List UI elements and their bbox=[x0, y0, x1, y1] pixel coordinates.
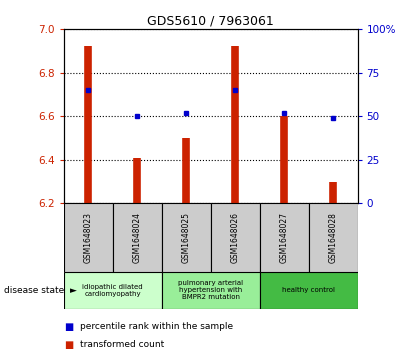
Bar bbox=[211, 203, 260, 272]
Text: GSM1648025: GSM1648025 bbox=[182, 212, 191, 263]
Text: GSM1648028: GSM1648028 bbox=[328, 212, 337, 263]
Bar bbox=[113, 203, 162, 272]
Text: GSM1648023: GSM1648023 bbox=[84, 212, 93, 263]
Bar bbox=[64, 272, 162, 309]
Text: disease state  ►: disease state ► bbox=[4, 286, 77, 295]
Text: pulmonary arterial
hypertension with
BMPR2 mutation: pulmonary arterial hypertension with BMP… bbox=[178, 280, 243, 301]
Text: percentile rank within the sample: percentile rank within the sample bbox=[80, 322, 233, 331]
Text: GSM1648026: GSM1648026 bbox=[231, 212, 240, 263]
Title: GDS5610 / 7963061: GDS5610 / 7963061 bbox=[147, 15, 274, 28]
Text: healthy control: healthy control bbox=[282, 287, 335, 293]
Text: ■: ■ bbox=[64, 340, 73, 350]
Bar bbox=[64, 203, 113, 272]
Bar bbox=[309, 203, 358, 272]
Text: GSM1648027: GSM1648027 bbox=[279, 212, 289, 263]
Text: transformed count: transformed count bbox=[80, 340, 164, 349]
Bar bbox=[260, 272, 358, 309]
Bar bbox=[260, 203, 309, 272]
Text: GSM1648024: GSM1648024 bbox=[133, 212, 142, 263]
Text: ■: ■ bbox=[64, 322, 73, 332]
Text: idiopathic dilated
cardiomyopathy: idiopathic dilated cardiomyopathy bbox=[82, 284, 143, 297]
Bar bbox=[162, 203, 211, 272]
Bar bbox=[162, 272, 260, 309]
